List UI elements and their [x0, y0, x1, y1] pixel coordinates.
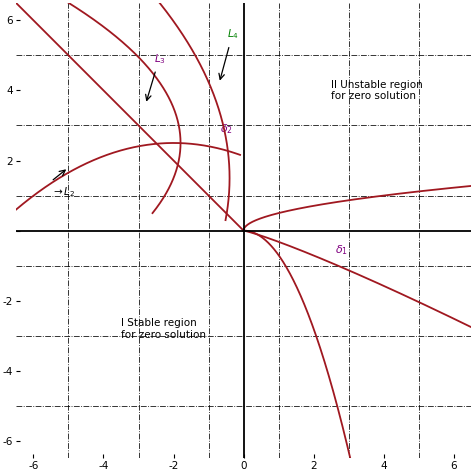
Text: I Stable region
for zero solution: I Stable region for zero solution [121, 318, 206, 339]
Text: II Unstable region
for zero solution: II Unstable region for zero solution [331, 80, 423, 101]
Text: $L_4$: $L_4$ [227, 27, 239, 41]
Text: $\delta_1$: $\delta_1$ [335, 243, 348, 257]
Text: $L_3$: $L_3$ [154, 52, 165, 66]
Text: $\delta_2$: $\delta_2$ [219, 122, 233, 136]
Text: $\rightarrow L_2$: $\rightarrow L_2$ [51, 185, 75, 199]
